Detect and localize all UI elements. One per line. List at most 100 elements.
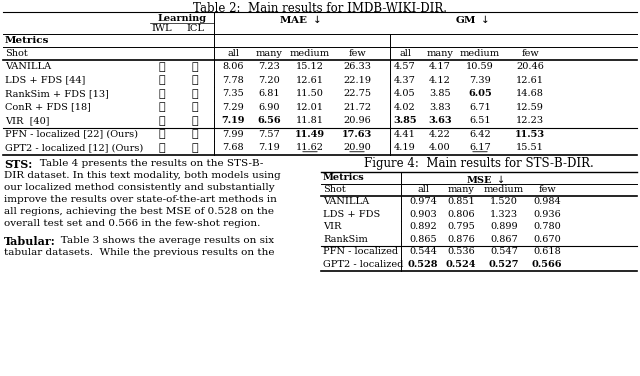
Text: STS:: STS: <box>4 159 32 170</box>
Text: few: few <box>521 49 539 58</box>
Text: medium: medium <box>290 49 330 58</box>
Text: ✗: ✗ <box>159 143 165 153</box>
Text: 0.528: 0.528 <box>408 260 438 269</box>
Text: 4.17: 4.17 <box>429 62 451 71</box>
Text: LDS + FDS [44]: LDS + FDS [44] <box>5 76 85 85</box>
Text: 7.99: 7.99 <box>222 130 244 139</box>
Text: 0.984: 0.984 <box>533 197 561 206</box>
Text: 11.62: 11.62 <box>296 143 324 152</box>
Text: 12.61: 12.61 <box>296 76 324 85</box>
Text: ✗: ✗ <box>192 116 198 126</box>
Text: GPT2 - localized: GPT2 - localized <box>323 260 403 269</box>
Text: 6.42: 6.42 <box>469 130 491 139</box>
Text: Table 4 presents the results on the STS-B-: Table 4 presents the results on the STS-… <box>30 159 264 168</box>
Text: DIR dataset. In this text modality, both models using: DIR dataset. In this text modality, both… <box>4 171 281 180</box>
Text: tabular datasets.  While the previous results on the: tabular datasets. While the previous res… <box>4 248 275 257</box>
Text: 6.17: 6.17 <box>469 143 491 152</box>
Text: VANILLA: VANILLA <box>323 197 369 206</box>
Text: VANILLA: VANILLA <box>5 62 51 71</box>
Text: 7.29: 7.29 <box>222 103 244 112</box>
Text: RankSim: RankSim <box>323 235 368 244</box>
Text: 7.19: 7.19 <box>221 116 244 125</box>
Text: 0.566: 0.566 <box>532 260 563 269</box>
Text: 4.22: 4.22 <box>429 130 451 139</box>
Text: 6.71: 6.71 <box>469 103 491 112</box>
Text: 17.63: 17.63 <box>342 130 372 139</box>
Text: 10.59: 10.59 <box>466 62 494 71</box>
Text: 0.618: 0.618 <box>533 247 561 256</box>
Text: ✗: ✗ <box>192 89 198 99</box>
Text: 15.12: 15.12 <box>296 62 324 71</box>
Text: 3.83: 3.83 <box>429 103 451 112</box>
Text: 12.61: 12.61 <box>516 76 544 85</box>
Text: ✓: ✓ <box>159 116 165 126</box>
Text: 20.96: 20.96 <box>343 116 371 125</box>
Text: all: all <box>417 185 429 194</box>
Text: PFN - localized: PFN - localized <box>323 247 398 256</box>
Text: ✗: ✗ <box>192 102 198 112</box>
Text: Shot: Shot <box>323 185 346 194</box>
Text: 7.20: 7.20 <box>258 76 280 85</box>
Text: Metrics: Metrics <box>323 173 365 182</box>
Text: VIR  [40]: VIR [40] <box>5 116 49 125</box>
Text: ✓: ✓ <box>159 62 165 72</box>
Text: VIR: VIR <box>323 222 341 231</box>
Text: 0.899: 0.899 <box>490 222 518 231</box>
Text: 0.795: 0.795 <box>447 222 475 231</box>
Text: 4.37: 4.37 <box>394 76 416 85</box>
Text: Tabular:: Tabular: <box>4 236 56 247</box>
Text: 7.39: 7.39 <box>469 76 491 85</box>
Text: Table 3 shows the average results on six: Table 3 shows the average results on six <box>51 236 274 245</box>
Text: ✓: ✓ <box>192 143 198 153</box>
Text: medium: medium <box>460 49 500 58</box>
Text: 11.50: 11.50 <box>296 89 324 98</box>
Text: 1.323: 1.323 <box>490 210 518 219</box>
Text: 0.806: 0.806 <box>447 210 475 219</box>
Text: 6.51: 6.51 <box>469 116 491 125</box>
Text: Learning: Learning <box>157 14 207 23</box>
Text: 0.527: 0.527 <box>489 260 519 269</box>
Text: 0.670: 0.670 <box>533 235 561 244</box>
Text: 11.49: 11.49 <box>295 130 325 139</box>
Text: 0.547: 0.547 <box>490 247 518 256</box>
Text: 8.06: 8.06 <box>222 62 244 71</box>
Text: overall test set and 0.566 in the few-shot region.: overall test set and 0.566 in the few-sh… <box>4 218 260 227</box>
Text: 15.51: 15.51 <box>516 143 544 152</box>
Text: 22.19: 22.19 <box>343 76 371 85</box>
Text: 4.57: 4.57 <box>394 62 416 71</box>
Text: ConR + FDS [18]: ConR + FDS [18] <box>5 103 91 112</box>
Text: ✗: ✗ <box>159 129 165 139</box>
Text: 7.78: 7.78 <box>222 76 244 85</box>
Text: 0.892: 0.892 <box>409 222 437 231</box>
Text: IWL: IWL <box>152 24 172 33</box>
Text: few: few <box>348 49 366 58</box>
Text: 4.12: 4.12 <box>429 76 451 85</box>
Text: 7.68: 7.68 <box>222 143 244 152</box>
Text: GM $\downarrow$: GM $\downarrow$ <box>455 14 490 25</box>
Text: 14.68: 14.68 <box>516 89 544 98</box>
Text: 26.33: 26.33 <box>343 62 371 71</box>
Text: 7.57: 7.57 <box>258 130 280 139</box>
Text: 7.23: 7.23 <box>258 62 280 71</box>
Text: 12.23: 12.23 <box>516 116 544 125</box>
Text: 0.851: 0.851 <box>447 197 475 206</box>
Text: 0.780: 0.780 <box>533 222 561 231</box>
Text: 3.63: 3.63 <box>428 116 452 125</box>
Text: 11.53: 11.53 <box>515 130 545 139</box>
Text: 1.520: 1.520 <box>490 197 518 206</box>
Text: many: many <box>255 49 282 58</box>
Text: ✓: ✓ <box>159 102 165 112</box>
Text: 6.05: 6.05 <box>468 89 492 98</box>
Text: our localized method consistently and substantially: our localized method consistently and su… <box>4 183 275 192</box>
Text: few: few <box>538 185 556 194</box>
Text: ✓: ✓ <box>159 75 165 85</box>
Text: PFN - localized [22] (Ours): PFN - localized [22] (Ours) <box>5 130 138 139</box>
Text: 0.876: 0.876 <box>447 235 475 244</box>
Text: Figure 4:  Main results for STS-B-DIR.: Figure 4: Main results for STS-B-DIR. <box>364 158 594 170</box>
Text: GPT2 - localized [12] (Ours): GPT2 - localized [12] (Ours) <box>5 143 143 152</box>
Text: all regions, achieving the best MSE of 0.528 on the: all regions, achieving the best MSE of 0… <box>4 207 274 216</box>
Text: ✗: ✗ <box>192 75 198 85</box>
Text: Table 2:  Main results for IMDB-WIKI-DIR.: Table 2: Main results for IMDB-WIKI-DIR. <box>193 2 447 15</box>
Text: many: many <box>427 49 453 58</box>
Text: 4.05: 4.05 <box>394 89 416 98</box>
